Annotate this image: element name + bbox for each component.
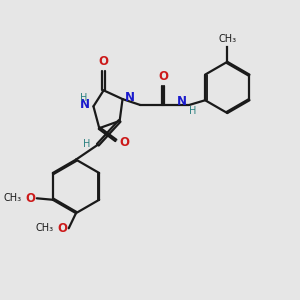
- Text: CH₃: CH₃: [35, 223, 54, 233]
- Text: N: N: [125, 91, 135, 104]
- Text: O: O: [119, 136, 129, 149]
- Text: N: N: [80, 98, 90, 110]
- Text: O: O: [25, 192, 35, 205]
- Text: H: H: [189, 106, 197, 116]
- Text: O: O: [99, 55, 109, 68]
- Text: CH₃: CH₃: [4, 193, 22, 203]
- Text: O: O: [158, 70, 168, 83]
- Text: O: O: [57, 222, 67, 235]
- Text: N: N: [177, 95, 187, 109]
- Text: H: H: [80, 93, 88, 103]
- Text: H: H: [83, 139, 91, 149]
- Text: CH₃: CH₃: [218, 34, 236, 44]
